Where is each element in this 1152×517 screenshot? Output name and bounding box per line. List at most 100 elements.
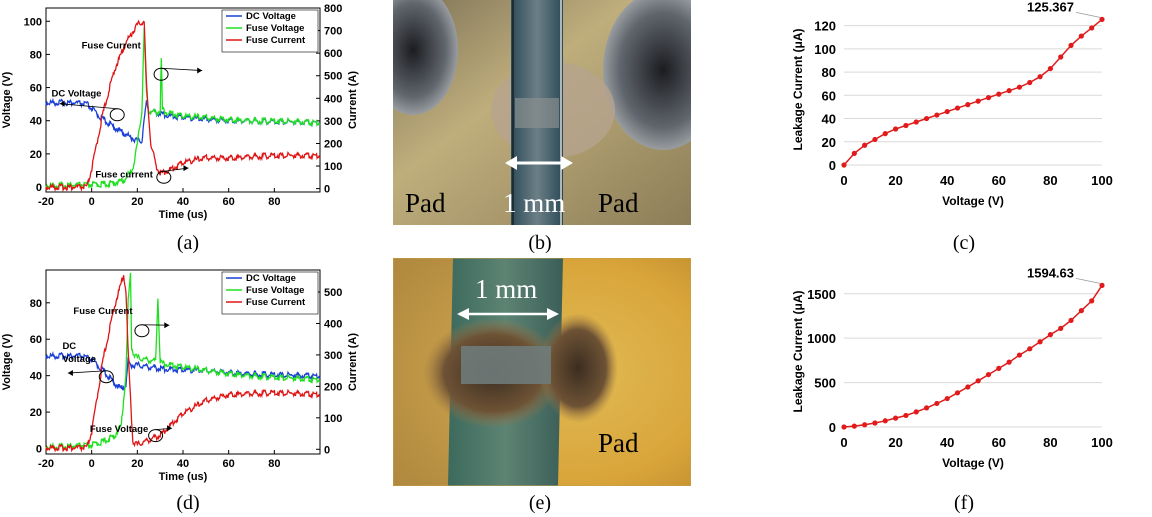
chart-f-point	[1016, 352, 1023, 358]
chart-d-annotation: Fuse Voltage	[90, 424, 148, 435]
chart-a-ytick-label: 20	[30, 149, 42, 161]
chart-c-point	[944, 108, 950, 115]
chart-f-point	[954, 390, 961, 396]
photo-b-image	[393, 0, 691, 225]
chart-a-ytick-label: 0	[36, 182, 42, 194]
chart-a-y2label: Current (A)	[347, 71, 359, 129]
chart-f-point	[1099, 282, 1105, 288]
chart-f-point	[841, 424, 847, 430]
chart-d-legend-label: Fuse Current	[246, 297, 306, 308]
chart-c-point	[1068, 42, 1074, 48]
chart-d-annotation: Voltage	[62, 354, 96, 365]
chart-c-ytick-label: 60	[822, 88, 836, 103]
chart-c-point	[1016, 84, 1023, 90]
chart-d-legend-label: Fuse Voltage	[246, 285, 304, 296]
chart-f-point	[1047, 332, 1053, 338]
chart-f-ytick-label: 0	[829, 420, 836, 435]
chart-c-point	[996, 91, 1002, 97]
chart-a-y2tick-label: 0	[324, 184, 330, 196]
chart-a-y2tick-label: 100	[324, 161, 342, 173]
chart-a-legend-label: DC Voltage	[246, 11, 296, 22]
chart-a-legend	[221, 9, 319, 53]
photo-e-image	[393, 258, 691, 486]
chart-a-xlabel: Time (us)	[159, 209, 208, 221]
photo-b-pad-right: Pad	[598, 188, 639, 218]
chart-a-xtick-label: 80	[268, 196, 280, 208]
chart-a-series-fuse-voltage	[45, 27, 321, 190]
chart-d: -20 0 20 40 60 80 0 20 40 60 80 0 100 200 300 400 500 Tim…	[0, 262, 380, 490]
chart-d-legend-label: DC Voltage	[246, 273, 296, 284]
chart-d-y2tick-label: 400	[324, 318, 342, 330]
chart-a-xtick-label: 60	[223, 196, 235, 208]
chart-f-point	[1089, 298, 1095, 304]
chart-f-point	[1037, 339, 1043, 345]
chart-f-point	[882, 418, 888, 424]
chart-a-xtick-label: -20	[38, 196, 54, 208]
chart-a-xtick-label: 0	[89, 196, 95, 208]
chart-c-data-label-leader	[1075, 11, 1101, 18]
chart-f-point	[1078, 308, 1084, 314]
chart-f-point	[965, 384, 971, 390]
photo-b: Pad 1 mm Pad	[393, 0, 691, 225]
photo-e-scale: 1 mm	[475, 274, 538, 304]
chart-c-point	[1099, 16, 1105, 22]
chart-c-point	[975, 98, 981, 104]
chart-d-y2tick-label: 0	[324, 444, 330, 456]
chart-f-data-label-leader	[1075, 277, 1101, 284]
chart-d-svg: -20 0 20 40 60 80 0 20 40 60 80 0 100 200 300 400 500 Tim…	[1, 269, 359, 483]
chart-f-xtick-label: 40	[940, 435, 954, 450]
chart-c-point	[893, 126, 899, 132]
photo-b-pad-left: Pad	[405, 188, 446, 218]
chart-d-y2tick-label: 500	[324, 287, 342, 299]
chart-a: -20 0 20 40 60 80 0 20 40 60 80 100 0 100 200 300 400 500…	[0, 0, 380, 228]
chart-a-ytick-label: 40	[30, 116, 42, 128]
chart-a-annotation-arrowhead	[183, 165, 189, 172]
chart-a-series-fuse-current	[45, 19, 321, 192]
chart-a-annotation-arrowhead	[59, 100, 65, 107]
chart-c-point	[1078, 33, 1084, 39]
chart-a-y2tick-label: 400	[324, 93, 342, 105]
chart-f-point	[985, 371, 992, 378]
chart-c-point	[1058, 54, 1064, 60]
chart-d-xlabel: Time (us)	[159, 471, 208, 483]
chart-c-point	[1027, 79, 1033, 86]
chart-c-point	[841, 162, 847, 168]
chart-a-xtick-label: 40	[177, 196, 189, 208]
photo-b-scale: 1 mm	[503, 188, 566, 218]
caption-e: (e)	[528, 492, 552, 514]
caption-b: (b)	[528, 232, 552, 254]
chart-a-y2tick-label: 200	[324, 138, 342, 150]
chart-c-xtick-label: 100	[1091, 173, 1113, 188]
chart-a-annotation: DC Voltage	[51, 88, 101, 99]
chart-c-ytick-label: 20	[822, 135, 836, 150]
chart-c-point	[965, 102, 971, 108]
chart-f-ytick-label: 1000	[807, 331, 836, 346]
chart-f-xtick-label: 100	[1091, 435, 1113, 450]
chart-f-point	[934, 400, 940, 407]
chart-f-point	[913, 409, 919, 415]
chart-a-annotation-arrow	[59, 103, 118, 110]
chart-d-y2tick-label: 200	[324, 381, 342, 393]
chart-f-point	[1058, 325, 1064, 332]
chart-c-series-line	[843, 18, 1103, 166]
chart-c-point	[985, 95, 992, 101]
chart-d-xtick-label: 80	[268, 458, 280, 470]
chart-c-point	[862, 142, 868, 148]
chart-d-ytick-label: 20	[30, 407, 42, 419]
chart-d-annotation-arrowhead	[167, 425, 173, 432]
chart-a-y2tick-label: 600	[324, 48, 342, 60]
chart-c-point	[1006, 88, 1012, 94]
chart-c-point	[903, 122, 909, 129]
chart-d-xtick-label: 0	[89, 458, 95, 470]
chart-c-point	[851, 150, 857, 156]
chart-f-ylabel: Leakage Current (μA)	[791, 290, 805, 412]
chart-a-legend-label: Fuse Current	[246, 35, 306, 46]
chart-f-xtick-label: 80	[1043, 435, 1057, 450]
chart-a-annotation-arrow	[161, 67, 203, 71]
chart-f-point	[893, 415, 899, 421]
chart-a-legend-label: Fuse Voltage	[246, 23, 304, 34]
chart-f-series-line	[843, 284, 1103, 428]
chart-f-xlabel: Voltage (V)	[942, 456, 1004, 470]
chart-a-y2tick-label: 800	[324, 3, 342, 15]
chart-a-annotation-arrowhead	[197, 67, 203, 74]
